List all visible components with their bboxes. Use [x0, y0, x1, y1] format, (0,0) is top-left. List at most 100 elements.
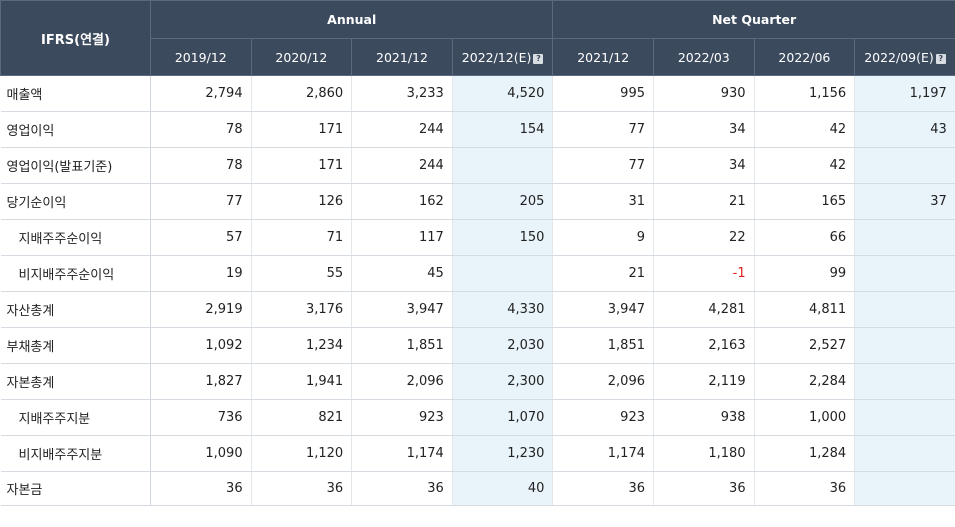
- value-cell: 126: [251, 183, 353, 220]
- value-cell: 923: [351, 399, 453, 436]
- value-cell: 736: [150, 399, 252, 436]
- value-cell: [854, 363, 955, 400]
- table-row: 매출액 2,794 2,860 3,233 4,520 995 930 1,156 1,197: [0, 75, 955, 112]
- value-cell: 3,176: [251, 291, 353, 328]
- value-cell: 165: [754, 183, 856, 220]
- value-cell: [854, 471, 955, 506]
- value-cell: 45: [351, 255, 453, 292]
- value-cell: 923: [552, 399, 654, 436]
- value-cell: 55: [251, 255, 353, 292]
- value-cell: [854, 291, 955, 328]
- annual-group-header: Annual: [149, 0, 554, 39]
- value-cell: 2,030: [452, 327, 554, 364]
- value-cell: 2,300: [452, 363, 554, 400]
- value-cell: 1,851: [351, 327, 453, 364]
- period-header: 2022/12(E)?: [451, 38, 554, 76]
- value-cell: 77: [150, 183, 252, 220]
- row-label: 매출액: [0, 75, 151, 112]
- value-cell: 2,794: [150, 75, 252, 112]
- value-cell: 995: [552, 75, 654, 112]
- value-cell: [854, 327, 955, 364]
- value-cell: 117: [351, 219, 453, 256]
- value-cell: 1,070: [452, 399, 554, 436]
- value-cell: 821: [251, 399, 353, 436]
- period-label: 2020/12: [275, 49, 328, 65]
- value-cell: 19: [150, 255, 252, 292]
- row-label: 비지배주주순이익: [0, 255, 151, 292]
- table-row: 부채총계 1,092 1,234 1,851 2,030 1,851 2,163 2,527: [0, 327, 955, 364]
- estimate-help-icon[interactable]: ?: [533, 53, 544, 64]
- value-cell: 2,860: [251, 75, 353, 112]
- table-row: 자본금 36 36 36 40 36 36 36: [0, 471, 955, 506]
- value-cell: 42: [754, 147, 856, 184]
- value-cell: -1: [653, 255, 755, 292]
- value-cell: 4,811: [754, 291, 856, 328]
- value-cell: [854, 147, 955, 184]
- period-header-row: 2019/12 2020/12 2021/12 2022/12(E)? 2021/12 2…: [1, 38, 955, 76]
- value-cell: 57: [150, 219, 252, 256]
- value-cell: 36: [653, 471, 755, 506]
- table-row: 지배주주순이익 57 71 117 150 9 22 66: [0, 219, 955, 256]
- estimate-help-icon[interactable]: ?: [935, 53, 946, 64]
- value-cell: 1,000: [754, 399, 856, 436]
- period-header: 2021/12: [351, 38, 453, 76]
- value-cell: 34: [653, 147, 755, 184]
- row-label: 영업이익(발표기준): [0, 147, 151, 184]
- period-header: 2020/12: [250, 38, 353, 76]
- value-cell: 34: [653, 111, 755, 148]
- row-label: 부채총계: [0, 327, 151, 364]
- value-cell: [854, 435, 955, 472]
- value-cell: 1,941: [251, 363, 353, 400]
- value-cell: 3,233: [351, 75, 453, 112]
- value-cell: 2,163: [653, 327, 755, 364]
- table-header: IFRS(연결) Annual Net Quarter 2019/12 2020/…: [0, 0, 955, 76]
- period-header: 2022/09(E)?: [854, 38, 955, 76]
- value-cell: 36: [251, 471, 353, 506]
- value-cell: 77: [552, 147, 654, 184]
- period-label: 2021/12: [577, 49, 630, 65]
- value-cell: 1,156: [754, 75, 856, 112]
- value-cell: 2,096: [351, 363, 453, 400]
- value-cell: 3,947: [552, 291, 654, 328]
- value-cell: [854, 255, 955, 292]
- period-label: 2022/09(E): [864, 49, 934, 65]
- period-header: 2021/12: [552, 38, 654, 76]
- value-cell: 4,330: [452, 291, 554, 328]
- value-cell: 43: [854, 111, 955, 148]
- period-header: 2019/12: [150, 38, 252, 76]
- period-label: 2022/12(E): [461, 49, 532, 65]
- row-label: 영업이익: [0, 111, 151, 148]
- ifrs-header: IFRS(연결): [0, 0, 151, 76]
- value-cell: 244: [351, 111, 453, 148]
- value-cell: 78: [150, 147, 252, 184]
- period-label: 2019/12: [174, 49, 227, 65]
- value-cell: 4,520: [452, 75, 554, 112]
- value-cell: [854, 219, 955, 256]
- value-cell: 40: [452, 471, 554, 506]
- value-cell: 1,090: [150, 435, 252, 472]
- value-cell: 150: [452, 219, 554, 256]
- value-cell: 1,827: [150, 363, 252, 400]
- row-label: 자본금: [0, 471, 151, 506]
- value-cell: 9: [552, 219, 654, 256]
- period-header: 2022/03: [653, 38, 755, 76]
- value-cell: 36: [150, 471, 252, 506]
- value-cell: 4,281: [653, 291, 755, 328]
- value-cell: 1,197: [854, 75, 955, 112]
- value-cell: 21: [552, 255, 654, 292]
- row-label: 자본총계: [0, 363, 151, 400]
- value-cell: 71: [251, 219, 353, 256]
- value-cell: 2,919: [150, 291, 252, 328]
- value-cell: 244: [351, 147, 453, 184]
- value-cell: [452, 147, 554, 184]
- value-cell: 1,851: [552, 327, 654, 364]
- value-cell: 2,284: [754, 363, 856, 400]
- period-label: 2022/03: [677, 49, 730, 65]
- period-header: 2022/06: [753, 38, 856, 76]
- table-row: 자본총계 1,827 1,941 2,096 2,300 2,096 2,119 2,284: [0, 363, 955, 400]
- value-cell: 1,284: [754, 435, 856, 472]
- quarter-group-header: Net Quarter: [552, 0, 955, 39]
- value-cell: 42: [754, 111, 856, 148]
- table-row: 당기순이익 77 126 162 205 31 21 165 37: [0, 183, 955, 220]
- value-cell: 37: [854, 183, 955, 220]
